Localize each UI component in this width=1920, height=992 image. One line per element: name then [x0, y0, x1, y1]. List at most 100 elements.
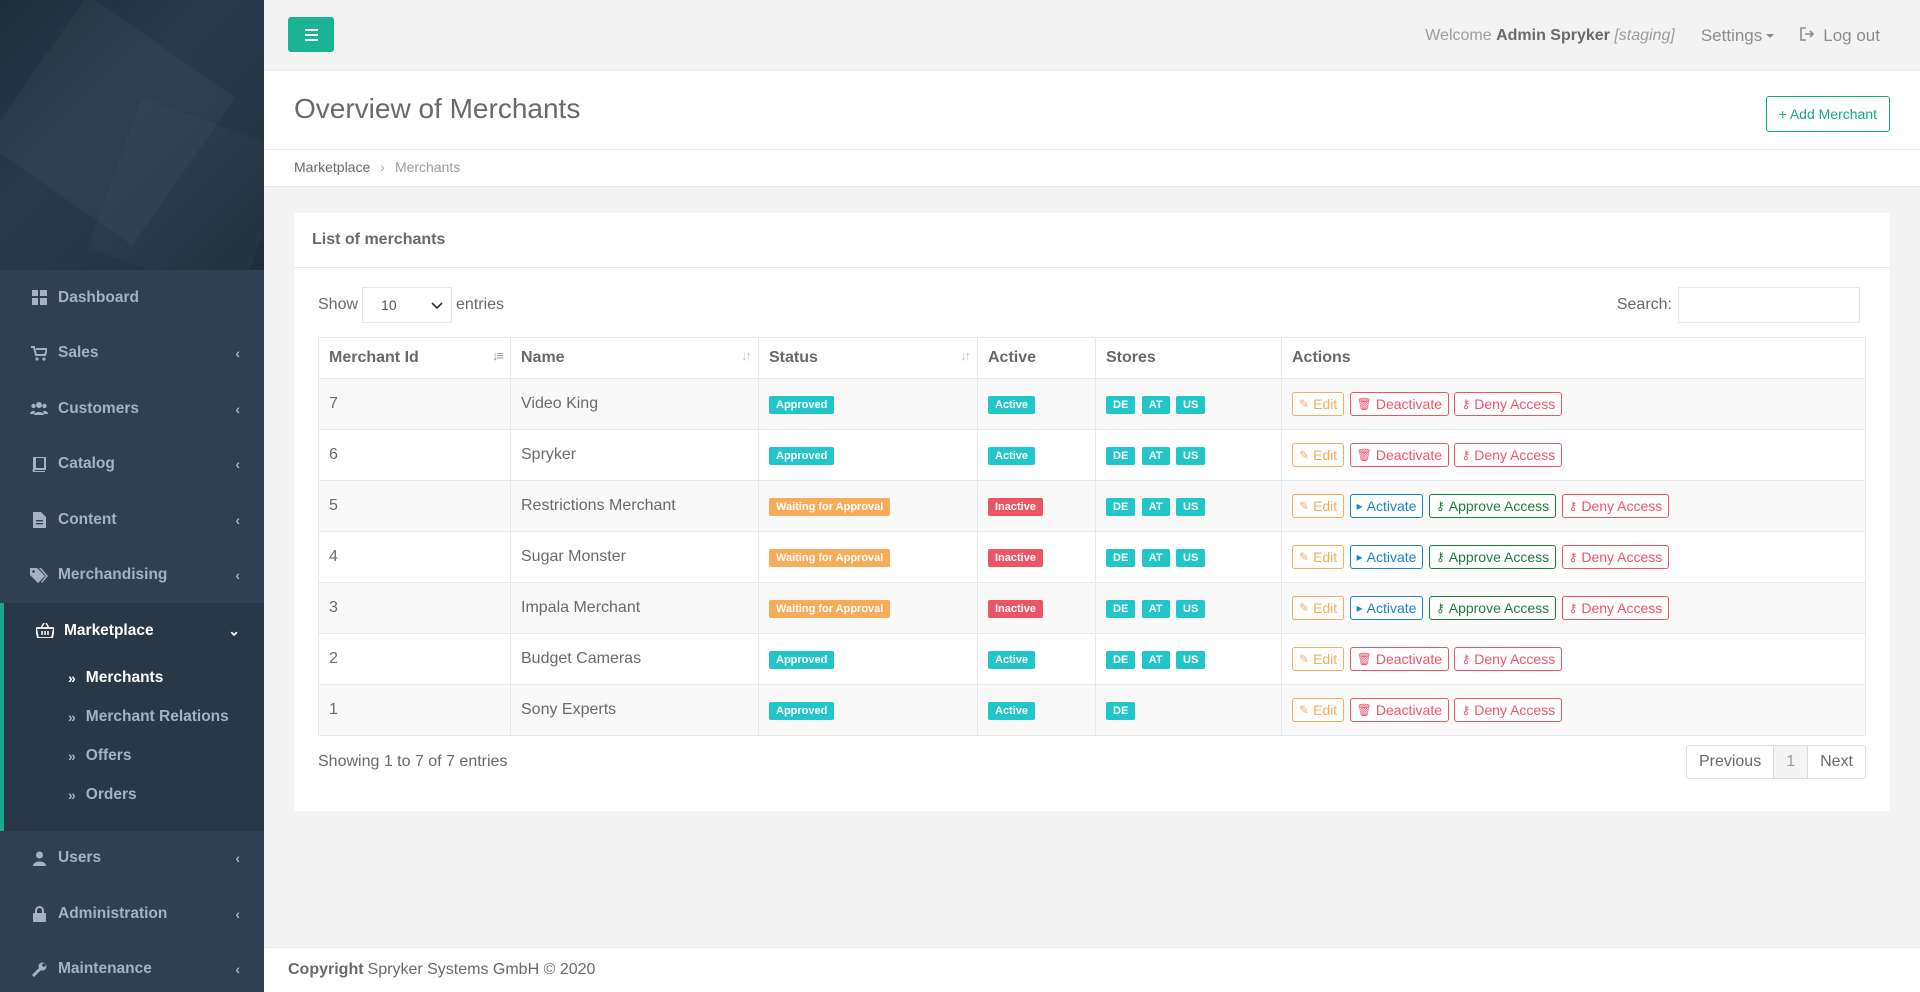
cell-stores: DE AT US [1095, 582, 1282, 634]
caret-right-icon: ▸ [1356, 499, 1363, 513]
environment-label: [staging] [1614, 26, 1675, 44]
chevron-left-icon: ‹ [235, 400, 240, 417]
cell-status: Waiting for Approval [758, 480, 978, 532]
deactivate-button[interactable]: 🗑 Deactivate [1349, 443, 1450, 467]
caret-right-icon: ▸ [1356, 550, 1363, 564]
deny-access-button[interactable]: ⚷ Deny Access [1454, 392, 1563, 416]
sidebar-item-label: Users [58, 849, 102, 867]
pagination-next[interactable]: Next [1807, 746, 1865, 778]
page-length-select[interactable]: 10 [362, 287, 453, 323]
deactivate-button[interactable]: 🗑 Deactivate [1349, 392, 1450, 416]
column-header-name[interactable]: Name ↓↑ [510, 337, 759, 379]
status-badge: Approved [769, 701, 835, 720]
store-badge: AT [1141, 497, 1170, 516]
cell-name: Spryker [510, 429, 759, 481]
cell-actions: ✎ Edit 🗑 Deactivate ⚷ Deny Access [1281, 684, 1866, 736]
cell-active: Active [977, 429, 1096, 481]
key-icon: ⚷ [1435, 601, 1445, 615]
approve-access-button[interactable]: ⚷ Approve Access [1428, 494, 1557, 518]
basket-icon [36, 622, 54, 640]
table-controls: Show 10 entries Search: [318, 287, 1860, 323]
column-header-status[interactable]: Status ↓↑ [758, 337, 978, 379]
sidebar-item-content[interactable]: Content ‹ [0, 492, 264, 548]
cell-merchant-id: 2 [318, 633, 511, 685]
store-badge: DE [1106, 548, 1136, 567]
sidebar-item-catalog[interactable]: Catalog ‹ [0, 437, 264, 493]
cell-merchant-id: 3 [318, 582, 511, 634]
deactivate-button[interactable]: 🗑 Deactivate [1349, 698, 1450, 722]
approve-access-button[interactable]: ⚷ Approve Access [1428, 545, 1557, 569]
sidebar-item-dashboard[interactable]: Dashboard [0, 270, 264, 326]
deny-access-button[interactable]: ⚷ Deny Access [1561, 545, 1670, 569]
edit-button[interactable]: ✎ Edit [1292, 596, 1345, 620]
logout-link[interactable]: Log out [1800, 26, 1880, 46]
edit-button[interactable]: ✎ Edit [1292, 545, 1345, 569]
header-label: Merchant Id [329, 349, 419, 366]
pagination-page-1[interactable]: 1 [1773, 746, 1808, 778]
deny-access-button[interactable]: ⚷ Deny Access [1561, 596, 1670, 620]
pagination: Previous 1 Next [1685, 745, 1866, 779]
header-label: Name [521, 349, 565, 366]
activate-button[interactable]: ▸ Activate [1349, 596, 1424, 620]
logout-label: Log out [1823, 25, 1880, 45]
pagination-previous[interactable]: Previous [1698, 753, 1762, 770]
sidebar-item-administration[interactable]: Administration ‹ [0, 886, 264, 942]
cell-merchant-id: 1 [318, 684, 511, 736]
edit-button[interactable]: ✎ Edit [1292, 647, 1345, 671]
edit-icon: ✎ [1299, 397, 1310, 411]
double-chevron-right-icon: » [68, 709, 76, 725]
column-header-merchant-id[interactable]: Merchant Id ↓≡ [318, 337, 511, 379]
edit-label: Edit [1313, 396, 1338, 412]
deny-access-label: Deny Access [1474, 651, 1556, 667]
menu-toggle-button[interactable] [288, 17, 334, 52]
breadcrumb-marketplace[interactable]: Marketplace [294, 159, 371, 175]
edit-icon: ✎ [1299, 703, 1310, 717]
sidebar-item-sales[interactable]: Sales ‹ [0, 326, 264, 382]
sidebar-subitem-orders[interactable]: » Orders [4, 776, 264, 815]
double-chevron-right-icon: » [68, 748, 76, 764]
deny-access-label: Deny Access [1474, 447, 1556, 463]
key-icon: ⚷ [1568, 550, 1578, 564]
plus-icon: + [1778, 106, 1787, 122]
lock-icon [30, 905, 48, 923]
deny-access-button[interactable]: ⚷ Deny Access [1454, 698, 1563, 722]
cell-stores: DE AT US [1095, 378, 1282, 430]
edit-button[interactable]: ✎ Edit [1292, 443, 1345, 467]
search-input[interactable] [1678, 287, 1860, 323]
settings-dropdown[interactable]: Settings [1701, 26, 1775, 46]
deny-access-button[interactable]: ⚷ Deny Access [1454, 443, 1563, 467]
activate-button[interactable]: ▸ Activate [1349, 494, 1424, 518]
store-badge: AT [1141, 548, 1170, 567]
deny-access-button[interactable]: ⚷ Deny Access [1561, 494, 1670, 518]
approve-access-button[interactable]: ⚷ Approve Access [1428, 596, 1557, 620]
edit-label: Edit [1313, 702, 1338, 718]
store-badge: AT [1141, 395, 1170, 414]
page-length-value: 10 [381, 297, 397, 313]
users-icon [30, 400, 48, 418]
edit-button[interactable]: ✎ Edit [1292, 392, 1345, 416]
page-length-control: Show 10 entries [318, 287, 504, 323]
sidebar-item-merchandising[interactable]: Merchandising ‹ [0, 548, 264, 604]
cell-actions: ✎ Edit 🗑 Deactivate ⚷ Deny Access [1281, 633, 1866, 685]
active-badge: Inactive [988, 548, 1043, 567]
deactivate-button[interactable]: 🗑 Deactivate [1349, 647, 1450, 671]
edit-button[interactable]: ✎ Edit [1292, 698, 1345, 722]
store-badge: US [1176, 548, 1206, 567]
sidebar-item-customers[interactable]: Customers ‹ [0, 381, 264, 437]
top-right-nav: Welcome Admin Spryker [staging] Settings… [1425, 0, 1880, 71]
add-merchant-button[interactable]: + Add Merchant [1765, 96, 1890, 132]
sidebar-subitem-merchant-relations[interactable]: » Merchant Relations [4, 698, 264, 737]
table-row: 2 Budget Cameras Approved Active DE AT US ✎ Ed… [318, 633, 1866, 685]
sidebar-item-marketplace[interactable]: Marketplace ⌄ [4, 603, 264, 659]
sidebar-item-users[interactable]: Users ‹ [0, 831, 264, 887]
chevron-left-icon: ‹ [235, 905, 240, 922]
sidebar-subitem-merchants[interactable]: » Merchants [4, 659, 264, 698]
chevron-left-icon: ‹ [235, 961, 240, 978]
activate-button[interactable]: ▸ Activate [1349, 545, 1424, 569]
cell-name: Sony Experts [510, 684, 759, 736]
edit-button[interactable]: ✎ Edit [1292, 494, 1345, 518]
chevron-left-icon: ‹ [235, 567, 240, 584]
sidebar-item-maintenance[interactable]: Maintenance ‹ [0, 942, 264, 992]
sidebar-subitem-offers[interactable]: » Offers [4, 737, 264, 776]
deny-access-button[interactable]: ⚷ Deny Access [1454, 647, 1563, 671]
